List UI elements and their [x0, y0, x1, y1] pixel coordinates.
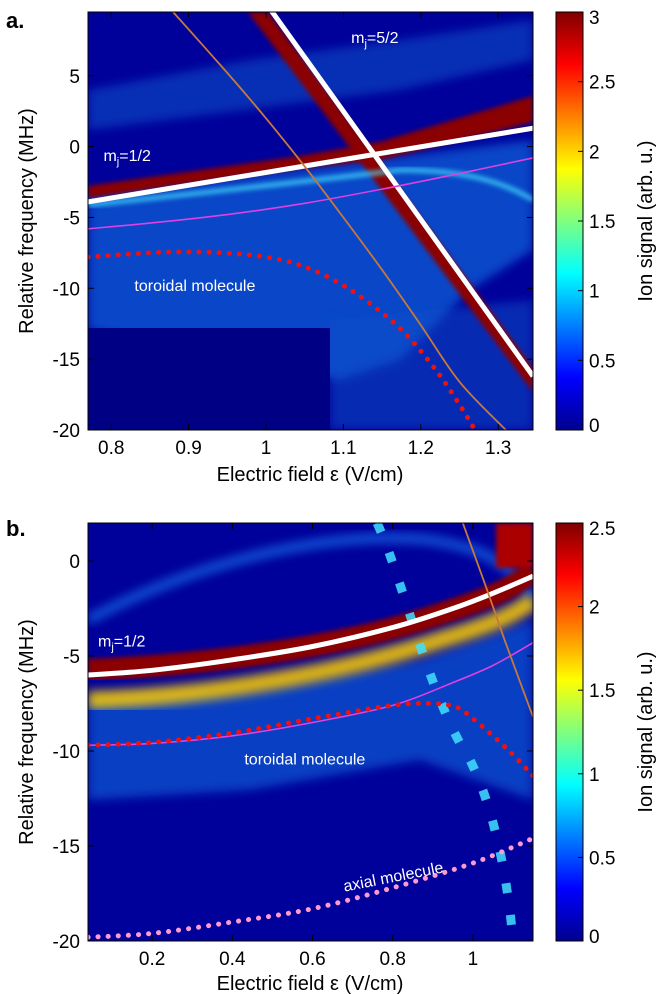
axes-frame-a	[87, 11, 534, 431]
colorbar-title-a: Ion signal (arb. u.)	[635, 140, 657, 301]
series-b-3-red-dotted	[88, 700, 533, 779]
heatmap-a-mj12-ridge	[88, 96, 533, 198]
colorbar-tick-label-a-4: 2	[589, 142, 600, 163]
annotation-tail-a-1: =1/2	[119, 148, 151, 165]
annotation-b-0: mj=1/2	[98, 634, 145, 654]
y-tick-label-a-3: -10	[53, 279, 80, 300]
y-tick-label-a-0: 5	[69, 67, 80, 88]
x-tick-label-b-4: 1	[468, 949, 479, 970]
x-tick-label-a-2: 1	[261, 438, 272, 459]
colorbar-tick-label-a-0: 0	[589, 416, 600, 437]
y-tick-label-b-1: -5	[63, 647, 80, 668]
y-tick-label-a-5: -20	[53, 421, 80, 442]
annotation-main-a-1: m	[103, 148, 116, 165]
x-tick-label-b-2: 0.6	[299, 949, 325, 970]
heatmap-b-yellow-band	[88, 592, 533, 709]
heatmap-b-noise-band	[88, 620, 533, 800]
heatmap-b	[88, 523, 533, 941]
x-tick-label-a-0: 0.8	[98, 438, 124, 459]
heatmap-a-mj52-ridge	[248, 12, 533, 392]
y-tick-label-b-2: -10	[53, 742, 80, 763]
heatmap-b-vertical-feature	[372, 523, 517, 931]
annotation-tail-b-0: =1/2	[114, 634, 146, 651]
colorbar-ticks-b: 0 0.5 1 1.5 2 2.5	[578, 519, 615, 948]
heatmap-a-noise-band-lower	[330, 300, 533, 430]
y-tick-label-b-0: 0	[69, 552, 80, 573]
series-b-2-orange	[461, 523, 533, 718]
series-a-3-orange	[172, 12, 507, 430]
annotation-sub-a-0: j	[363, 38, 366, 50]
colorbar-b	[555, 522, 584, 942]
heatmap-b-corner-block	[496, 523, 533, 568]
x-tick-label-b-0: 0.2	[139, 949, 165, 970]
series-a-0-white-thick	[88, 125, 533, 205]
colorbar-ticks-a: 0 0.5 1 1.5 2 2.5 3	[578, 8, 615, 437]
x-tick-label-b-3: 0.8	[379, 949, 405, 970]
x-axis-title-a: Electric field ε (V/cm)	[217, 464, 404, 486]
colorbar-tick-label-a-6: 3	[589, 8, 600, 29]
axes-b: 0.2 0.4 0.6 0.8 1 0 -5 -10 -15 -20	[53, 523, 533, 970]
y-tick-label-a-4: -15	[53, 350, 80, 371]
x-tick-label-a-5: 1.3	[485, 438, 511, 459]
colorbar-tick-label-b-0: 0	[589, 927, 600, 948]
heatmap-a	[88, 12, 533, 430]
colorbar-tick-label-b-5: 2.5	[589, 519, 615, 540]
axes-a: 0.8 0.9 1 1.1 1.2 1.3 5 0 -5 -10 -15 -20	[53, 12, 533, 459]
annotation-sub-b-0: j	[110, 642, 113, 654]
annotation-main-a-2: toroidal molecule	[134, 278, 255, 295]
colorbar-tick-label-a-1: 0.5	[589, 351, 615, 372]
y-tick-label-b-3: -15	[53, 837, 80, 858]
y-tick-label-a-2: -5	[63, 208, 80, 229]
panel-label-b: b.	[6, 516, 26, 541]
annotation-sub-a-1: j	[116, 156, 119, 168]
series-b-0-white-thick	[88, 573, 533, 678]
colorbar-tick-label-a-5: 2.5	[589, 73, 615, 94]
x-tick-label-b-1: 0.4	[219, 949, 246, 970]
panel-label-a: a.	[6, 8, 24, 33]
annotation-main-b-1: toroidal molecule	[244, 751, 365, 768]
heatmap-a-cyan-band	[88, 167, 533, 208]
colorbar-title-b: Ion signal (arb. u.)	[635, 651, 657, 812]
x-tick-label-a-4: 1.2	[408, 438, 434, 459]
annotation-b-1: toroidal molecule	[244, 751, 365, 768]
x-tick-label-a-3: 1.1	[330, 438, 356, 459]
colorbar-tick-label-b-1: 0.5	[589, 848, 615, 869]
y-axis-title-a: Relative frequency (MHz)	[16, 108, 38, 334]
x-axis-title-b: Electric field ε (V/cm)	[217, 973, 404, 994]
series-layer-b	[88, 523, 533, 940]
axes-frame-b	[87, 522, 534, 942]
annotation-tail-a-0: =5/2	[367, 30, 399, 47]
series-b-4-pink-dotted	[88, 835, 533, 940]
annotation-a-0: mj=5/2	[351, 30, 398, 50]
colorbar-tick-label-b-4: 2	[589, 598, 600, 619]
colorbar-tick-label-b-3: 1.5	[589, 681, 615, 702]
annotation-a-2: toroidal molecule	[134, 278, 255, 295]
y-tick-label-a-1: 0	[69, 138, 80, 159]
series-layer-a	[88, 12, 533, 430]
heatmap-a-dark-block	[88, 328, 330, 430]
annotation-a-1: mj=1/2	[103, 148, 150, 168]
series-a-1-white-thick	[269, 12, 533, 378]
annotation-main-b-0: m	[98, 634, 111, 651]
colorbar-tick-label-b-2: 1	[589, 765, 600, 786]
series-a-2-magenta	[88, 157, 533, 230]
y-tick-label-b-4: -20	[53, 932, 80, 953]
x-tick-label-a-1: 0.9	[175, 438, 201, 459]
colorbar-tick-label-a-3: 1.5	[589, 212, 615, 233]
annotation-main-a-0: m	[351, 30, 364, 47]
y-axis-title-b: Relative frequency (MHz)	[16, 619, 38, 845]
colorbar-tick-label-a-2: 1	[589, 282, 600, 303]
